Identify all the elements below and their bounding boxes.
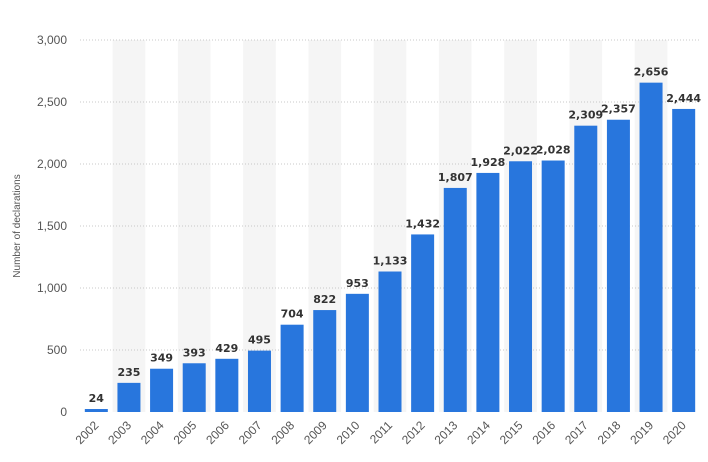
data-label-2007: 495 bbox=[248, 334, 271, 347]
y-tick-label: 0 bbox=[60, 405, 67, 419]
y-tick-label: 3,000 bbox=[37, 33, 67, 47]
x-tick-label: 2013 bbox=[432, 418, 461, 447]
y-axis-ticks: 0 500 1,000 1,500 2,000 2,500 3,000 bbox=[37, 33, 67, 419]
bar-2007 bbox=[247, 350, 271, 412]
x-tick-label: 2012 bbox=[399, 418, 428, 447]
data-label-2017: 2,309 bbox=[568, 109, 603, 122]
data-label-2004: 349 bbox=[150, 352, 173, 365]
bar-2018 bbox=[606, 119, 630, 413]
data-label-2008: 704 bbox=[281, 308, 304, 321]
x-tick-label: 2018 bbox=[595, 418, 624, 447]
data-label-2013: 1,807 bbox=[438, 171, 473, 184]
data-label-2018: 2,357 bbox=[601, 103, 636, 116]
x-tick-label: 2002 bbox=[73, 418, 102, 447]
data-label-2019: 2,656 bbox=[634, 66, 669, 79]
bar-2005 bbox=[182, 363, 206, 412]
bar-2019 bbox=[639, 82, 663, 412]
x-tick-label: 2004 bbox=[138, 418, 167, 447]
data-label-2016: 2,028 bbox=[536, 144, 571, 157]
x-tick-label: 2008 bbox=[268, 418, 297, 447]
bar-2014 bbox=[476, 172, 500, 412]
bar-2015 bbox=[509, 161, 533, 412]
bar-2011 bbox=[378, 271, 402, 412]
x-tick-label: 2005 bbox=[171, 418, 200, 447]
data-label-2011: 1,133 bbox=[373, 255, 408, 268]
bar-2013 bbox=[443, 187, 467, 412]
data-label-2002: 24 bbox=[89, 392, 105, 405]
x-tick-label: 2003 bbox=[105, 418, 134, 447]
bar-2008 bbox=[280, 324, 304, 412]
data-label-2012: 1,432 bbox=[405, 217, 440, 230]
y-axis-title: Number of declarations bbox=[12, 174, 23, 277]
y-tick-label: 1,000 bbox=[37, 281, 67, 295]
x-tick-label: 2006 bbox=[203, 418, 232, 447]
y-tick-label: 500 bbox=[47, 343, 67, 357]
data-label-2006: 429 bbox=[215, 342, 238, 355]
data-label-2014: 1,928 bbox=[470, 156, 505, 169]
bars bbox=[84, 82, 696, 413]
data-label-2010: 953 bbox=[346, 277, 369, 290]
x-tick-label: 2019 bbox=[627, 418, 656, 447]
bar-2012 bbox=[411, 234, 435, 412]
x-tick-label: 2020 bbox=[660, 418, 689, 447]
x-tick-label: 2007 bbox=[236, 418, 265, 447]
y-tick-label: 2,000 bbox=[37, 157, 67, 171]
bar-2004 bbox=[150, 368, 174, 412]
x-tick-label: 2009 bbox=[301, 418, 330, 447]
bar-2009 bbox=[313, 310, 337, 412]
x-tick-label: 2014 bbox=[464, 418, 493, 447]
x-tick-label: 2016 bbox=[529, 418, 558, 447]
x-tick-label: 2017 bbox=[562, 418, 591, 447]
bar-2016 bbox=[541, 160, 565, 412]
bar-2017 bbox=[574, 125, 598, 413]
data-label-2005: 393 bbox=[183, 346, 206, 359]
x-tick-label: 2011 bbox=[367, 418, 395, 446]
bar-2010 bbox=[345, 293, 369, 412]
x-tick-label: 2015 bbox=[497, 418, 526, 447]
data-label-2009: 822 bbox=[313, 293, 336, 306]
data-label-2015: 2,022 bbox=[503, 144, 538, 157]
data-labels: 24 235 349 393 429 495 704 822 953 1,133 1,432 1,80… bbox=[89, 66, 702, 405]
bar-2006 bbox=[215, 358, 239, 412]
data-label-2020: 2,444 bbox=[666, 92, 701, 105]
bar-2003 bbox=[117, 382, 141, 412]
bar-2020 bbox=[672, 108, 696, 412]
x-axis-ticks: 2002 2003 2004 2005 2006 2007 2008 2009 2010 2011… bbox=[73, 418, 689, 447]
y-tick-label: 2,500 bbox=[37, 95, 67, 109]
data-label-2003: 235 bbox=[117, 366, 140, 379]
y-tick-label: 1,500 bbox=[37, 219, 67, 233]
x-tick-label: 2010 bbox=[334, 418, 363, 447]
bar-2002 bbox=[84, 409, 108, 412]
